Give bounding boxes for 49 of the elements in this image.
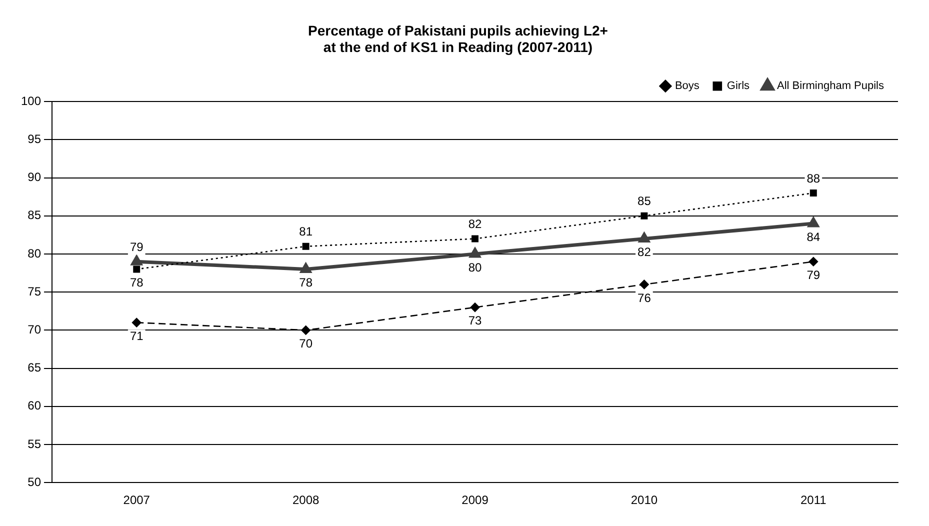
x-tick-label: 2011 — [800, 493, 827, 508]
y-tick-label: 75 — [28, 284, 42, 298]
y-tick-label: 50 — [28, 474, 42, 489]
point — [472, 235, 478, 242]
data-label: 88 — [806, 171, 820, 186]
data-label: 80 — [468, 260, 482, 274]
data-label: 79 — [130, 240, 144, 254]
x-tick-label: 2010 — [630, 493, 658, 508]
data-label: 78 — [299, 276, 313, 290]
point — [131, 256, 142, 266]
y-tick-label: 100 — [20, 94, 42, 108]
point — [301, 326, 310, 335]
y-tick-label: 60 — [28, 398, 42, 413]
legend-label: All Birmingham Pupils — [777, 80, 884, 92]
y-tick-label: 85 — [28, 208, 42, 222]
y-tick-label: 80 — [28, 246, 42, 260]
point — [300, 263, 312, 273]
data-label: 73 — [468, 314, 482, 328]
point — [302, 242, 310, 250]
data-label: 85 — [638, 194, 652, 208]
y-tick-label: 70 — [28, 322, 42, 337]
legend-label: Boys — [674, 80, 700, 92]
x-tick-label: 2008 — [292, 493, 320, 508]
point — [133, 266, 140, 273]
legend-label: Girls — [726, 80, 750, 92]
point — [808, 218, 819, 228]
x-tick-label: 2009 — [462, 493, 489, 508]
y-tick-label: 65 — [28, 360, 42, 375]
data-label: 76 — [638, 290, 652, 305]
y-tick-label: 55 — [28, 436, 42, 451]
data-label: 81 — [299, 224, 313, 239]
chart-title: Percentage of Pakistani pupils achieving L2+ at the end of KS1 in Reading (2007-2011) — [308, 22, 608, 56]
data-label: 79 — [806, 268, 820, 282]
data-label: 70 — [299, 336, 313, 351]
y-tick-label: 95 — [28, 132, 42, 146]
point — [132, 318, 142, 328]
x-tick-label: 2007 — [123, 493, 150, 508]
point — [810, 190, 817, 197]
point — [470, 302, 480, 312]
data-label: 71 — [130, 328, 144, 343]
point — [640, 280, 649, 290]
point — [470, 248, 480, 258]
y-tick-label: 90 — [28, 170, 42, 184]
point — [640, 212, 648, 220]
data-label: 78 — [130, 276, 144, 290]
point — [808, 256, 818, 266]
data-label: 82 — [468, 217, 482, 232]
data-label: 84 — [806, 230, 820, 244]
data-label: 82 — [638, 245, 652, 260]
